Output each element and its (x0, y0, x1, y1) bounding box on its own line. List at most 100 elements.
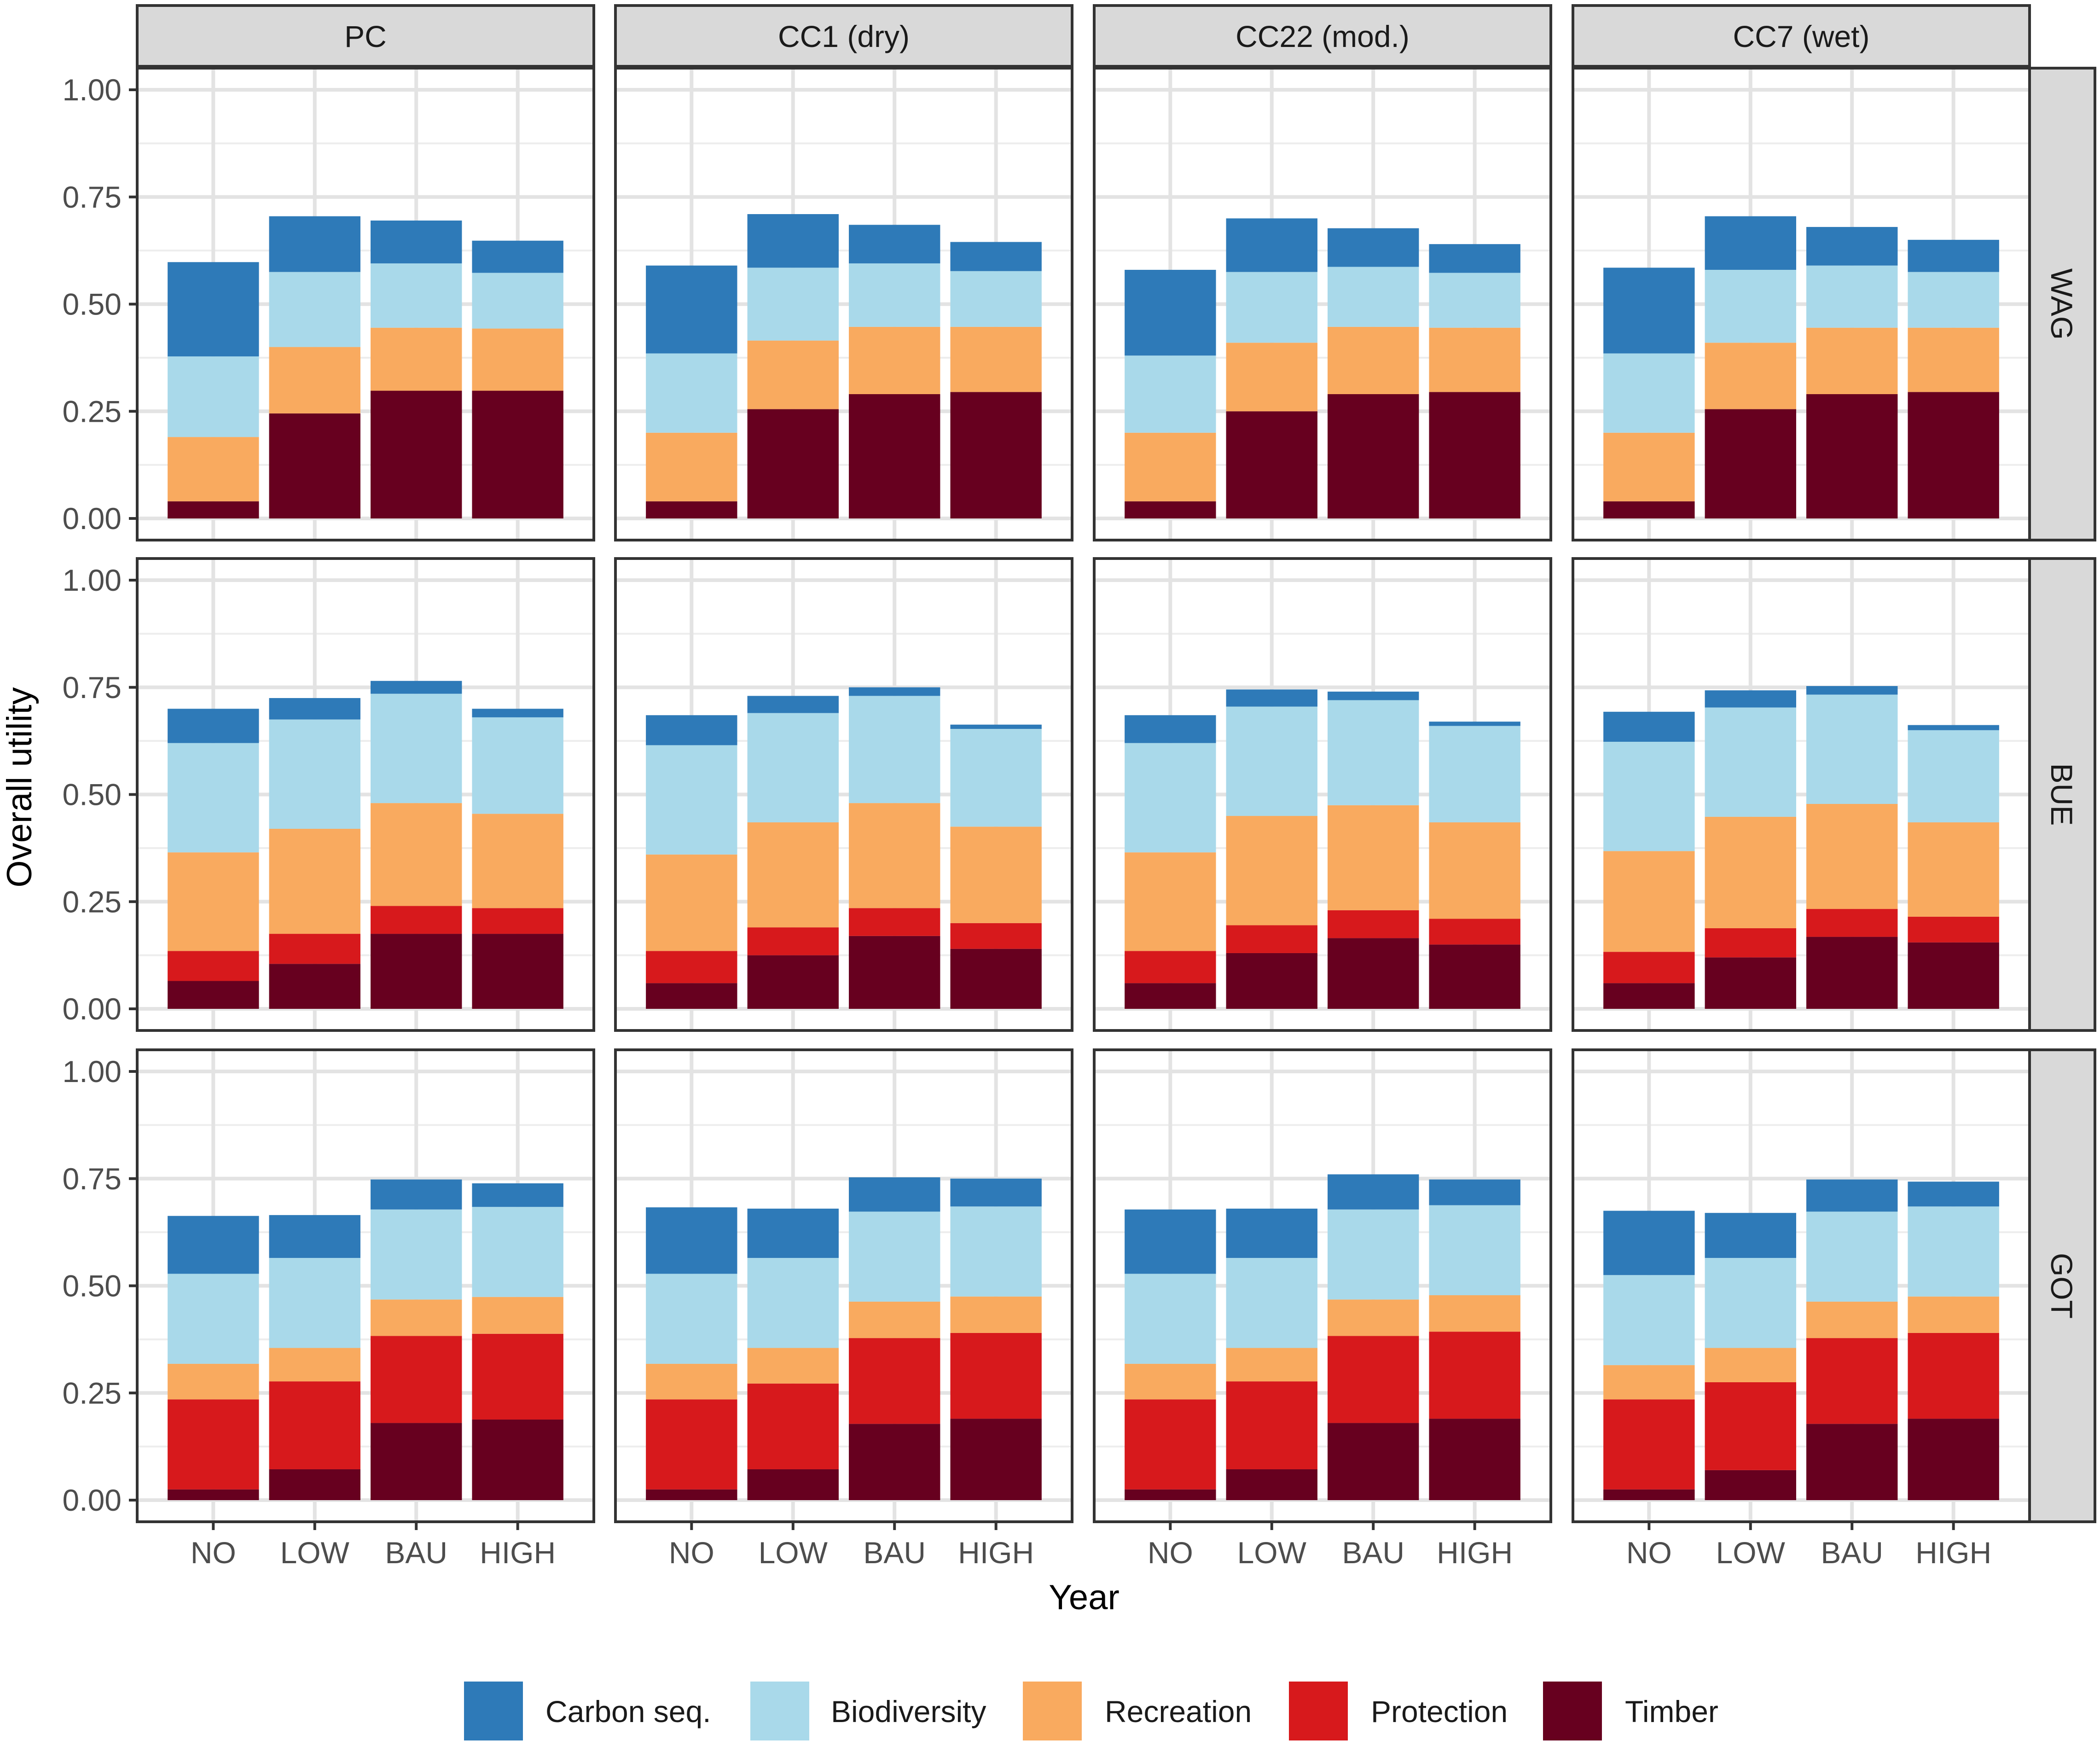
bar-got-cc22-mod-low-recreation (1226, 1348, 1317, 1382)
y-tick-label: 1.00 (63, 563, 122, 597)
bar-wag-pc-high-carbon-seq (472, 240, 563, 273)
bar-bue-cc7-wet-no-carbon-seq (1603, 711, 1695, 742)
x-tick-label: HIGH (1437, 1536, 1513, 1570)
x-tick-label: LOW (1237, 1536, 1307, 1570)
bar-wag-cc7-wet-bau-timber (1806, 394, 1898, 518)
bar-got-cc1-dry-low-recreation (747, 1348, 839, 1384)
bar-wag-cc1-dry-bau-biodiversity (849, 263, 940, 327)
column-strip-label: CC1 (dry) (778, 19, 910, 53)
bar-got-cc22-mod-bau-biodiversity (1328, 1209, 1419, 1300)
bar-bue-cc1-dry-low-recreation (747, 822, 839, 928)
bar-bue-cc1-dry-high-protection (950, 923, 1042, 949)
bar-got-pc-bau-carbon-seq (371, 1179, 462, 1210)
bar-got-cc7-wet-bau-recreation (1806, 1301, 1898, 1339)
facet-panels (136, 67, 2031, 1523)
bar-got-pc-low-protection (269, 1381, 360, 1469)
bar-bue-pc-no-carbon-seq (168, 709, 259, 743)
legend-item-recreation: Recreation (1023, 1682, 1252, 1740)
legend-swatch (464, 1682, 523, 1740)
column-strip-box (1572, 4, 2031, 68)
bar-wag-cc22-mod-bau-timber (1328, 394, 1419, 518)
bar-got-cc7-wet-low-carbon-seq (1705, 1213, 1796, 1258)
column-strip-box (136, 4, 595, 68)
y-tick-label: 1.00 (63, 73, 122, 107)
bar-got-cc7-wet-no-protection (1603, 1399, 1695, 1490)
legend-item-protection: Protection (1289, 1682, 1508, 1740)
bar-wag-cc22-mod-no-recreation (1125, 432, 1216, 501)
panel-border (1093, 67, 1552, 541)
bar-wag-cc1-dry-high-recreation (950, 326, 1042, 392)
row-strip-label: WAG (2045, 268, 2079, 340)
bar-bue-pc-no-protection (168, 951, 259, 981)
bar-got-cc1-dry-low-biodiversity (747, 1257, 839, 1348)
panel-bue-cc22-mod (1093, 557, 1552, 1032)
row-strip-box (2028, 67, 2096, 541)
bar-got-cc22-mod-bau-protection (1328, 1336, 1419, 1423)
bar-wag-pc-no-biodiversity (168, 356, 259, 437)
bar-wag-cc7-wet-high-biodiversity (1908, 272, 1999, 328)
x-tick-label: BAU (385, 1536, 447, 1570)
bar-got-cc7-wet-no-biodiversity (1603, 1275, 1695, 1365)
bar-got-pc-high-carbon-seq (472, 1183, 563, 1207)
bar-bue-pc-low-protection (269, 934, 360, 964)
x-tick-label: NO (1626, 1536, 1672, 1570)
panel-bue-pc (136, 557, 595, 1032)
panel-border (614, 1048, 1073, 1523)
bar-bue-cc7-wet-low-timber (1705, 957, 1796, 1009)
bar-bue-cc1-dry-bau-timber (849, 936, 940, 1009)
bar-bue-cc7-wet-bau-carbon-seq (1806, 686, 1898, 695)
legend-swatch (1023, 1682, 1082, 1740)
bar-got-pc-high-recreation (472, 1297, 563, 1334)
bar-bue-cc7-wet-high-recreation (1908, 822, 1999, 917)
legend-label: Timber (1625, 1694, 1718, 1729)
bar-bue-cc22-mod-no-biodiversity (1125, 743, 1216, 853)
bar-got-pc-low-timber (269, 1469, 360, 1500)
bar-got-cc22-mod-no-biodiversity (1125, 1274, 1216, 1364)
bar-got-cc7-wet-low-protection (1705, 1382, 1796, 1470)
bar-bue-pc-low-recreation (269, 828, 360, 934)
bar-wag-cc1-dry-bau-carbon-seq (849, 225, 940, 264)
legend-label: Recreation (1105, 1694, 1252, 1729)
bar-wag-cc1-dry-no-biodiversity (646, 353, 737, 433)
bar-got-cc22-mod-no-recreation (1125, 1363, 1216, 1400)
bar-got-pc-no-carbon-seq (168, 1216, 259, 1274)
bar-wag-cc7-wet-low-carbon-seq (1705, 216, 1796, 270)
bar-bue-cc7-wet-bau-recreation (1806, 803, 1898, 909)
bar-bue-pc-bau-biodiversity (371, 693, 462, 803)
bar-got-cc1-dry-no-biodiversity (646, 1274, 737, 1364)
bar-got-cc7-wet-no-recreation (1603, 1365, 1695, 1400)
y-tick-label: 0.50 (63, 287, 122, 321)
bar-got-pc-low-carbon-seq (269, 1215, 360, 1258)
bar-got-pc-no-recreation (168, 1363, 259, 1400)
bar-wag-cc7-wet-no-biodiversity (1603, 353, 1695, 433)
x-tick-label: NO (191, 1536, 236, 1570)
bar-got-cc22-mod-low-carbon-seq (1226, 1208, 1317, 1258)
bar-got-cc7-wet-low-biodiversity (1705, 1257, 1796, 1348)
y-tick-label: 0.25 (63, 394, 122, 428)
bar-bue-cc7-wet-high-protection (1908, 916, 1999, 943)
bar-wag-cc22-mod-low-timber (1226, 411, 1317, 518)
bar-bue-cc22-mod-bau-timber (1328, 938, 1419, 1009)
bar-got-pc-bau-recreation (371, 1299, 462, 1336)
bar-bue-cc7-wet-high-biodiversity (1908, 730, 1999, 823)
column-strips: PC CC1 (dry) CC22 (mod.) CC7 (wet) (136, 4, 2031, 68)
bar-bue-cc7-wet-high-carbon-seq (1908, 725, 1999, 730)
panel-wag-pc (136, 67, 595, 541)
bar-bue-pc-low-carbon-seq (269, 698, 360, 720)
bar-wag-pc-low-biodiversity (269, 272, 360, 347)
bar-bue-cc7-wet-low-carbon-seq (1705, 690, 1796, 708)
bar-got-pc-high-biodiversity (472, 1207, 563, 1297)
bar-got-cc22-mod-low-biodiversity (1226, 1257, 1317, 1348)
bar-wag-pc-high-biodiversity (472, 273, 563, 329)
bar-bue-pc-bau-recreation (371, 803, 462, 906)
bar-got-cc1-dry-no-protection (646, 1399, 737, 1490)
bar-wag-cc1-dry-no-recreation (646, 432, 737, 501)
bar-wag-pc-high-timber (472, 390, 563, 518)
bar-wag-cc7-wet-no-carbon-seq (1603, 268, 1695, 354)
x-tick-label: BAU (1821, 1536, 1883, 1570)
column-strip-label: CC22 (mod.) (1236, 19, 1410, 53)
bar-got-cc7-wet-bau-timber (1806, 1424, 1898, 1500)
y-tick-label: 1.00 (63, 1054, 122, 1088)
bar-wag-cc1-dry-low-biodiversity (747, 268, 839, 341)
bar-bue-cc1-dry-bau-carbon-seq (849, 687, 940, 696)
